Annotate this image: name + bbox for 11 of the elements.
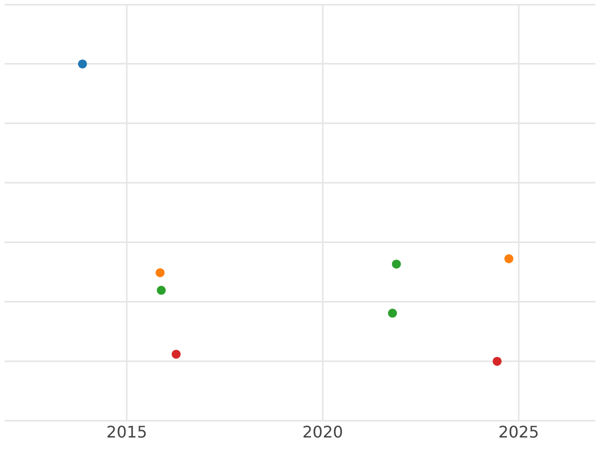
point bbox=[156, 286, 166, 295]
point bbox=[78, 59, 87, 68]
x-tick-label: 2025 bbox=[498, 422, 540, 442]
point bbox=[504, 254, 514, 264]
point bbox=[388, 308, 397, 318]
point bbox=[156, 268, 165, 278]
point bbox=[492, 356, 502, 366]
point bbox=[172, 350, 181, 359]
point bbox=[392, 260, 401, 269]
x-tick-label: 2015 bbox=[106, 422, 148, 442]
x-tick-label: 2020 bbox=[302, 422, 344, 442]
